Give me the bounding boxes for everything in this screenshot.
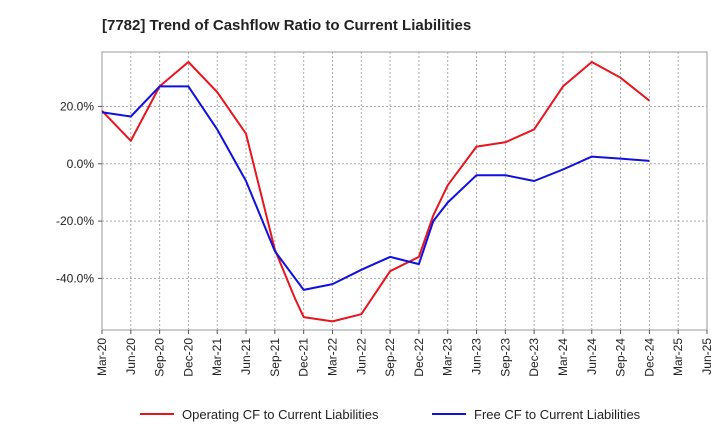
x-tick-label: Mar-23 — [441, 338, 455, 376]
y-tick-label: -40.0% — [56, 271, 94, 285]
series-line — [101, 85, 650, 291]
legend-label: Free CF to Current Liabilities — [474, 407, 641, 422]
x-tick-label: Sep-20 — [153, 338, 167, 377]
x-axis-ticks: Mar-20 Jun-20 Sep-20 Dec-20 Mar-21 Jun-21 Sep-… — [95, 330, 714, 377]
x-tick-label: Jun-25 — [700, 338, 714, 375]
chart-title: [7782] Trend of Cashflow Ratio to Curren… — [102, 17, 471, 34]
y-tick-label: -20.0% — [56, 214, 94, 228]
legend: Operating CF to Current Liabilities Free … — [140, 407, 641, 422]
x-tick-label: Sep-22 — [383, 338, 397, 377]
x-tick-label: Dec-21 — [297, 338, 311, 377]
y-tick-label: 20.0% — [60, 99, 94, 113]
x-tick-label: Mar-22 — [325, 338, 339, 376]
x-tick-label: Sep-24 — [614, 338, 628, 377]
x-tick-label: Mar-21 — [210, 338, 224, 376]
legend-label: Operating CF to Current Liabilities — [182, 407, 379, 422]
series-lines — [101, 61, 651, 323]
x-tick-label: Jun-20 — [124, 338, 138, 375]
x-tick-label: Jun-23 — [470, 338, 484, 375]
series-line — [101, 61, 651, 323]
x-tick-label: Dec-20 — [181, 338, 195, 377]
x-tick-label: Mar-24 — [556, 338, 570, 376]
x-tick-label: Mar-20 — [95, 338, 109, 376]
x-tick-label: Dec-22 — [412, 338, 426, 377]
x-tick-label: Dec-23 — [527, 338, 541, 377]
y-axis-ticks: 20.0% 0.0% -20.0% -40.0% — [56, 99, 102, 285]
x-tick-label: Sep-23 — [498, 338, 512, 377]
x-tick-label: Jun-22 — [354, 338, 368, 375]
x-tick-label: Sep-21 — [268, 338, 282, 377]
x-tick-label: Dec-24 — [642, 338, 656, 377]
x-tick-label: Jun-21 — [239, 338, 253, 375]
y-tick-label: 0.0% — [67, 157, 95, 171]
x-tick-label: Jun-24 — [585, 338, 599, 375]
x-tick-label: Mar-25 — [671, 338, 685, 376]
plot-area — [101, 51, 708, 331]
